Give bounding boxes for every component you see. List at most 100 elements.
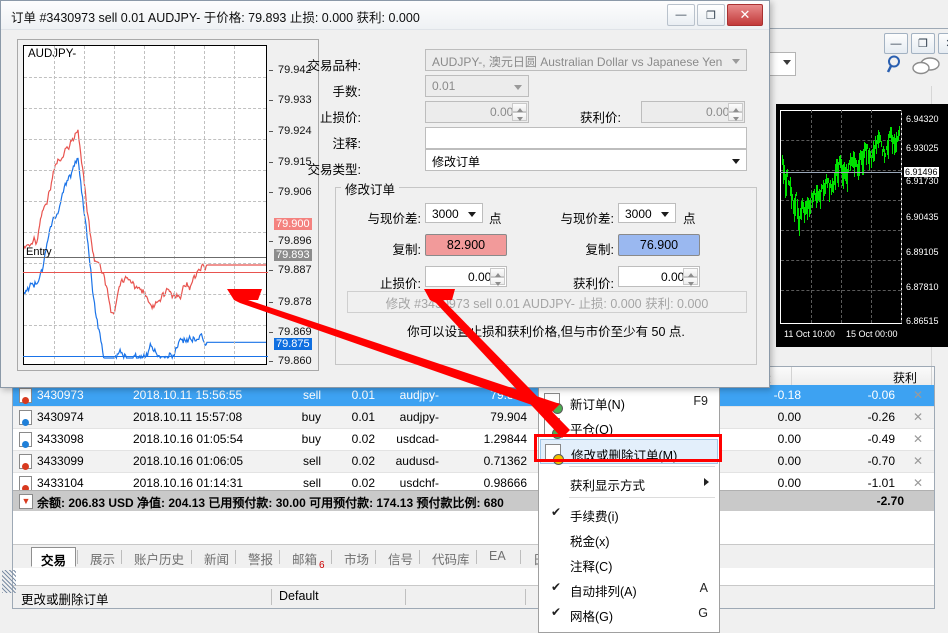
close-order-icon[interactable]: ✕ (913, 432, 924, 446)
modify-tp-spinner[interactable] (683, 268, 698, 285)
order-type-icon (19, 454, 32, 470)
tab-separator (331, 550, 332, 564)
right-diff-value: 3000 (625, 207, 652, 221)
volume-field[interactable]: 0.01 (425, 75, 529, 97)
cell-profit: -0.49 (867, 432, 895, 446)
menu-item-3[interactable]: 获利显示方式 (540, 470, 718, 495)
price-bar (890, 126, 891, 138)
dialog-maximize-button[interactable]: ❐ (697, 4, 725, 26)
tab-1[interactable]: 展示 (81, 547, 124, 567)
menu-item-8[interactable]: ✔ 网格(G) G (540, 601, 718, 626)
sl-spinner[interactable] (512, 103, 527, 121)
mt4-minimize-button[interactable]: — (884, 33, 908, 54)
mt4-window-buttons[interactable]: — ❐ ✕ (884, 33, 948, 54)
chevron-down-icon[interactable] (732, 159, 740, 164)
modify-sl-field[interactable]: 0.000 (425, 266, 507, 287)
price-bar (863, 149, 864, 175)
close-order-icon[interactable]: ✕ (913, 476, 924, 490)
price-bar (880, 135, 881, 142)
tabbar-grip[interactable] (2, 570, 16, 593)
modify-order-button[interactable]: 修改 #3430973 sell 0.01 AUDJPY- 止损: 0.000 … (347, 291, 747, 313)
tp-field[interactable]: 0.000 (641, 101, 745, 123)
chevron-down-icon[interactable] (468, 212, 476, 217)
right-diff-field[interactable]: 3000 (618, 203, 676, 223)
modify-sl-spinner[interactable] (490, 268, 505, 285)
dialog-titlebar[interactable]: 订单 #3430973 sell 0.01 AUDJPY- 于价格: 79.89… (1, 1, 769, 30)
tick-gridline-v (174, 46, 175, 364)
price-bar (783, 158, 784, 185)
price-bar (883, 145, 884, 152)
menu-item-4[interactable]: ✔ 手续费(i) (540, 501, 718, 526)
close-order-icon[interactable]: ✕ (913, 410, 924, 424)
close-order-icon[interactable]: ✕ (913, 454, 924, 468)
modify-hint-text: 你可以设置止损和获利价格,但与市价至少有 50 点. (407, 325, 685, 339)
col-header-profit[interactable]: 获利 (893, 371, 918, 385)
tab-4[interactable]: 警报 (239, 547, 282, 567)
price-bar (879, 132, 880, 143)
mt4-restore-button[interactable]: ❐ (911, 33, 935, 54)
tab-6[interactable]: 市场 (335, 547, 378, 567)
order-type-field[interactable]: 修改订单 (425, 149, 747, 171)
tab-0[interactable]: 交易 (31, 547, 77, 568)
price-bar (867, 144, 868, 150)
chevron-down-icon[interactable] (732, 59, 740, 64)
table-row[interactable]: 3433098 2018.10.16 01:05:54 buy 0.02 usdcad-… (13, 429, 934, 451)
close-order-icon[interactable]: ✕ (913, 388, 924, 402)
tab-2[interactable]: 账户历史 (125, 547, 193, 567)
chat-icon[interactable] (912, 57, 940, 75)
comment-label: 注释: (332, 137, 361, 151)
menu-item-label: 手续费(i) (570, 510, 619, 524)
cell-type: sell (302, 454, 321, 468)
new-order-icon (544, 393, 563, 414)
cell-symbol: audusd- (395, 454, 439, 468)
timeframe-combo[interactable] (766, 52, 796, 76)
tab-9[interactable]: EA (480, 547, 515, 567)
chevron-down-icon[interactable] (514, 85, 522, 90)
search-icon[interactable] (886, 55, 904, 75)
context-menu[interactable]: 新订单(N) F9 平仓(O) 修改或删除订单(M) 获利显示方式 ✔ 手续费(i) 税金(x… (538, 386, 720, 633)
check-icon: ✔ (551, 580, 562, 594)
copy-sl-button[interactable]: 82.900 (425, 234, 507, 256)
menu-separator (569, 466, 715, 467)
order-type-value: 修改订单 (432, 155, 481, 169)
tick-gridline-h (24, 108, 266, 109)
table-row[interactable]: 3430973 2018.10.11 15:56:55 sell 0.01 audjpy… (13, 385, 934, 407)
modify-tp-field[interactable]: 0.000 (618, 266, 700, 287)
mt4-close-button[interactable]: ✕ (938, 33, 948, 54)
cell-type: buy (301, 432, 321, 446)
menu-item-7[interactable]: ✔ 自动排列(A) A (540, 576, 718, 601)
dialog-close-button[interactable]: ✕ (727, 4, 763, 26)
price-bar (866, 143, 867, 165)
copy-tp-button[interactable]: 76.900 (618, 234, 700, 256)
left-diff-field[interactable]: 3000 (425, 203, 483, 223)
terminal-tabbar[interactable]: 交易展示账户历史新闻警报邮箱6市场信号代码库EA日志 (13, 544, 934, 571)
dialog-minimize-button[interactable]: — (667, 4, 695, 26)
tp-spinner[interactable] (728, 103, 743, 121)
bg-price-label: 6.94320 (906, 114, 939, 124)
price-bar (891, 126, 892, 143)
menu-item-0[interactable]: 新订单(N) F9 (540, 389, 718, 414)
price-bar (869, 147, 870, 170)
price-bar (852, 156, 853, 168)
chevron-down-icon[interactable] (661, 212, 669, 217)
tab-separator (279, 550, 280, 564)
price-bar (803, 201, 804, 213)
tab-5[interactable]: 邮箱 6 (283, 547, 334, 571)
price-bar (860, 150, 861, 161)
comment-field[interactable] (425, 127, 747, 149)
menu-item-6[interactable]: 注释(C) (540, 551, 718, 576)
table-row[interactable]: 3433099 2018.10.16 01:06:05 sell 0.02 audusd… (13, 451, 934, 473)
tab-8[interactable]: 代码库 (423, 547, 479, 567)
price-bar (789, 181, 790, 186)
cell-open-price: 79.893 (490, 388, 527, 402)
table-row[interactable]: 3430974 2018.10.11 15:57:08 buy 0.01 audjpy-… (13, 407, 934, 429)
status-profile[interactable]: Default (279, 589, 319, 603)
tab-3[interactable]: 新闻 (195, 547, 238, 567)
symbol-field[interactable]: AUDJPY-, 澳元日圆 Australian Dollar vs Japan… (425, 49, 747, 71)
sl-field[interactable]: 0.000 (425, 101, 529, 123)
cell-open-price: 79.904 (490, 410, 527, 424)
menu-item-5[interactable]: 税金(x) (540, 526, 718, 551)
price-bar (843, 164, 844, 189)
tick-price-label: 79.860 (278, 355, 312, 367)
tab-7[interactable]: 信号 (379, 547, 422, 567)
